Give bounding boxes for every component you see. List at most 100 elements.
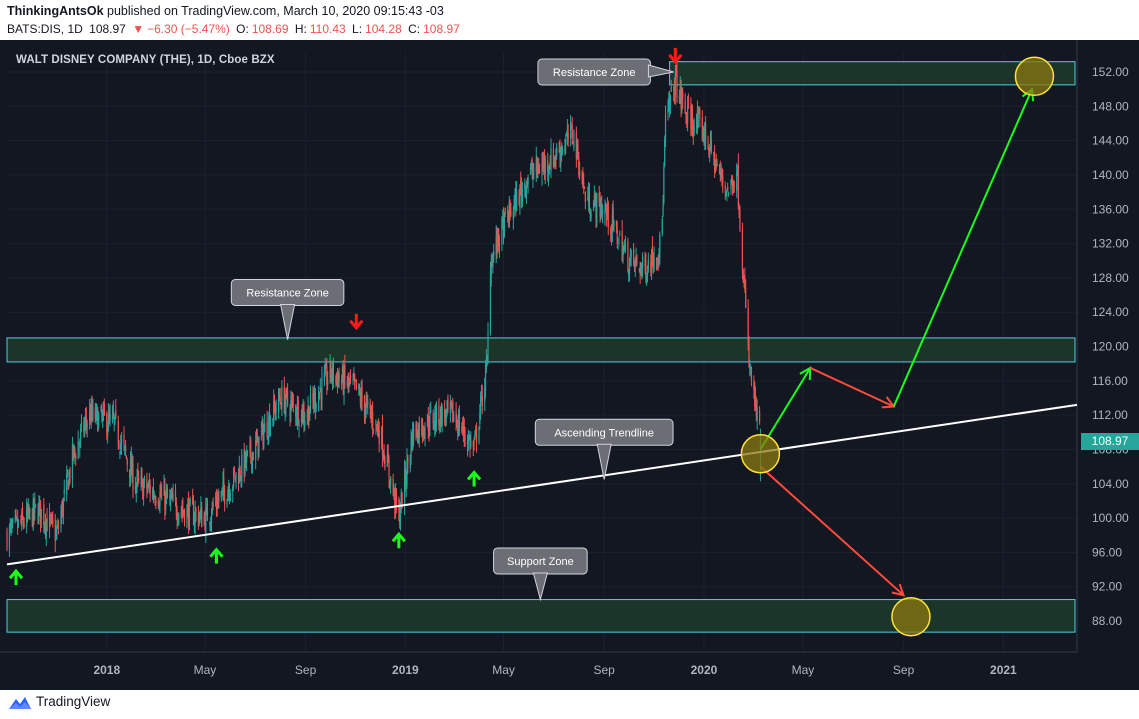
candle-body	[520, 179, 522, 188]
candle-body	[123, 434, 125, 444]
candle-body	[531, 167, 533, 175]
candle-body	[583, 187, 586, 189]
candle-body	[605, 206, 607, 210]
candle-body	[136, 474, 138, 484]
candle-body	[55, 530, 57, 538]
chart-area[interactable]: Resistance Zone Resistance Zone Ascending …	[0, 40, 1139, 690]
candle-body	[273, 404, 276, 407]
candle-body	[714, 151, 716, 172]
candle-body	[496, 235, 498, 251]
candle-body	[107, 413, 110, 432]
up-arrow-icon	[209, 547, 224, 564]
candle-body	[510, 211, 512, 217]
candle-body	[513, 199, 515, 209]
candle-body	[315, 405, 317, 407]
candle-body	[137, 471, 139, 477]
candle-body	[111, 414, 114, 416]
callout-pointer	[596, 443, 612, 480]
candle-body	[553, 156, 555, 166]
candle-body	[707, 142, 709, 149]
callout: Ascending Trendline	[534, 418, 674, 480]
candle-body	[570, 121, 572, 138]
candle-body	[354, 373, 356, 382]
candle-body	[409, 455, 411, 469]
candle-body	[274, 405, 276, 415]
candle-body	[589, 215, 591, 218]
candle-body	[300, 409, 303, 423]
candle-body	[131, 460, 133, 478]
candle-body	[98, 413, 100, 428]
candle-body	[89, 412, 92, 424]
candle-body	[246, 450, 249, 453]
candle-body	[400, 492, 402, 509]
candle-body	[90, 404, 92, 421]
candle-body	[715, 159, 717, 167]
candle-body	[508, 202, 510, 227]
candle-body	[457, 426, 459, 434]
candle-body	[314, 392, 317, 409]
candle-body	[480, 391, 483, 393]
footer: TradingView	[0, 690, 1139, 719]
candle-body	[656, 260, 658, 264]
publisher-name[interactable]: ThinkingAntsOk	[7, 4, 104, 18]
x-tick-label: 2019	[392, 663, 419, 677]
callout: Resistance Zone	[230, 278, 345, 340]
candle-body	[10, 523, 12, 529]
candle-body	[245, 453, 247, 464]
candle-body	[514, 192, 516, 201]
candle-body	[441, 406, 443, 425]
candle-body	[405, 480, 407, 487]
candle-body	[615, 221, 618, 227]
tradingview-brand[interactable]: TradingView	[36, 694, 111, 709]
candle-body	[175, 502, 177, 516]
candle-body	[720, 170, 722, 177]
candle-body	[502, 218, 504, 220]
candle-body	[673, 87, 675, 91]
candle-body	[155, 500, 157, 505]
projection-green-leg	[892, 88, 1033, 407]
candle-body	[176, 514, 178, 520]
candle-body	[238, 466, 240, 483]
candle-body	[619, 233, 621, 235]
candle-body	[719, 169, 721, 176]
candle-body	[640, 266, 642, 273]
candle-body	[555, 158, 557, 160]
y-tick-label: 132.00	[1092, 237, 1129, 251]
candle-body	[633, 260, 636, 266]
candle-body	[267, 436, 269, 441]
tradingview-logo-icon[interactable]	[7, 693, 33, 713]
candle-body	[676, 70, 678, 99]
candle-body	[693, 125, 695, 133]
candle-body	[215, 497, 218, 507]
candle-body	[627, 241, 629, 272]
candle-body	[174, 490, 177, 500]
candle-body	[23, 524, 25, 526]
y-tick-label: 148.00	[1092, 99, 1129, 113]
projection-red-leg	[759, 465, 905, 597]
candle-body	[599, 198, 601, 217]
candle-body	[736, 168, 739, 172]
candle-body	[163, 485, 165, 496]
candle-body	[304, 420, 306, 427]
y-tick-label: 92.00	[1092, 580, 1122, 594]
x-tick-label: May	[194, 663, 217, 677]
candle-body	[50, 516, 52, 520]
candle-body	[186, 507, 188, 527]
candle-body	[492, 253, 494, 268]
price-chart[interactable]: Resistance Zone Resistance Zone Ascending …	[0, 40, 1139, 690]
candle-body	[570, 125, 573, 127]
candle-body	[203, 516, 205, 524]
candle-body	[361, 386, 363, 401]
candle-body	[79, 441, 81, 448]
candle-body	[697, 115, 699, 128]
candle-body	[421, 422, 424, 434]
candle-body	[331, 363, 334, 382]
candle-body	[324, 367, 326, 376]
candle-body	[74, 449, 76, 452]
candle-body	[34, 502, 36, 511]
candle-body	[564, 148, 566, 152]
candle-body	[438, 405, 440, 426]
candle-body	[434, 410, 436, 428]
candle-body	[623, 247, 625, 249]
candle-body	[588, 190, 590, 205]
